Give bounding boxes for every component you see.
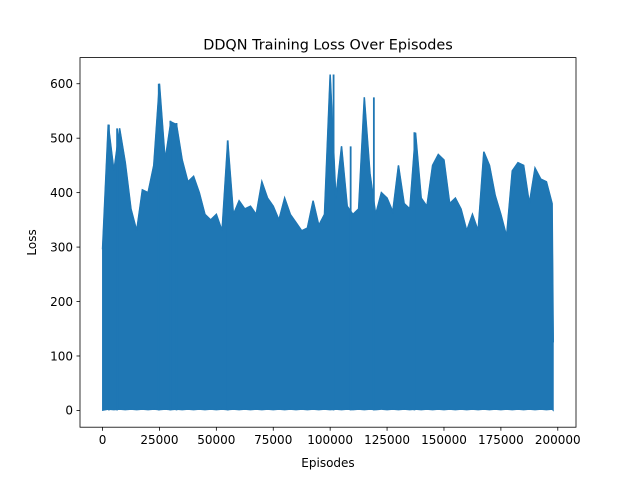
y-tick-label: 600 <box>50 77 73 91</box>
y-tick-label: 500 <box>50 131 73 145</box>
y-tick-label: 0 <box>65 404 73 418</box>
y-tick-label: 400 <box>50 186 73 200</box>
y-tick-label: 100 <box>50 349 73 363</box>
loss-series-line <box>101 74 554 343</box>
x-tick-label: 150000 <box>421 433 467 447</box>
y-axis-label: Loss <box>25 229 39 255</box>
x-tick-label: 200000 <box>535 433 581 447</box>
y-axis-ticks: 0 100 200 300 400 500 600 <box>50 77 80 418</box>
x-axis-ticks: 0 25000 50000 75000 100000 125000 150000 175000… <box>99 427 581 447</box>
x-tick-label: 125000 <box>364 433 410 447</box>
x-tick-label: 100000 <box>307 433 353 447</box>
plot-area <box>101 74 554 412</box>
y-tick-label: 200 <box>50 295 73 309</box>
x-tick-label: 175000 <box>478 433 524 447</box>
chart-title: DDQN Training Loss Over Episodes <box>203 38 453 54</box>
x-tick-label: 25000 <box>140 433 178 447</box>
x-tick-label: 50000 <box>197 433 235 447</box>
axes-frame <box>79 57 577 428</box>
x-axis-label: Episodes <box>301 456 354 470</box>
x-tick-label: 75000 <box>254 433 292 447</box>
x-tick-label: 0 <box>99 433 107 447</box>
y-tick-label: 300 <box>50 240 73 254</box>
